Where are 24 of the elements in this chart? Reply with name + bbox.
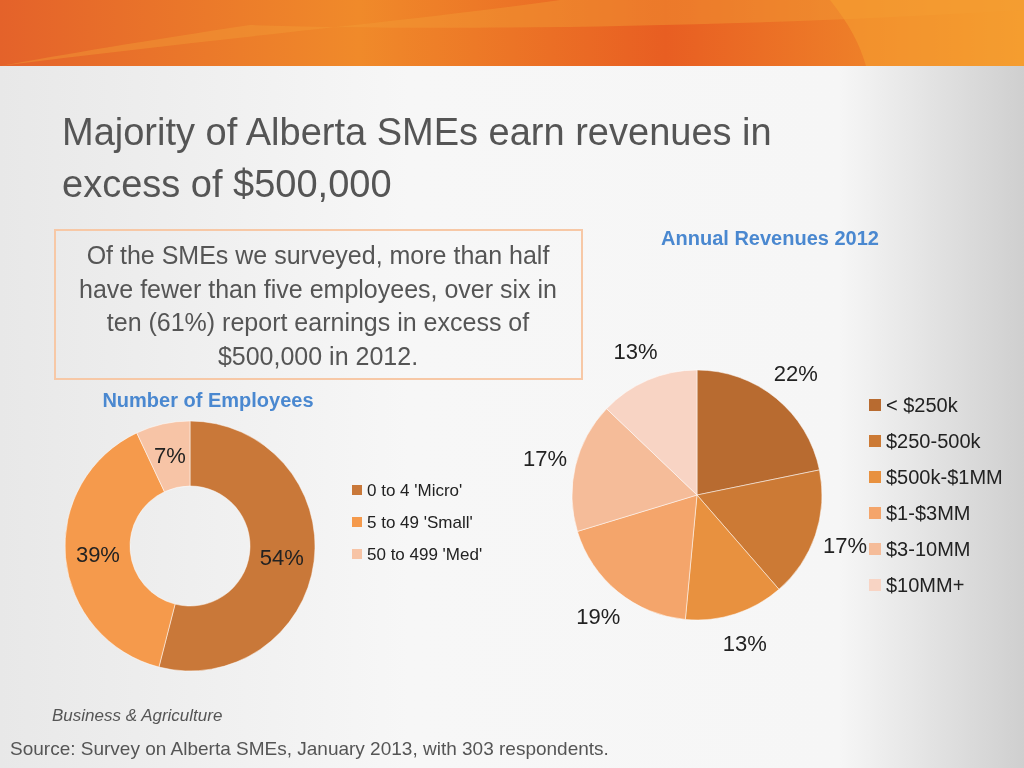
data-label: 17% <box>822 532 868 558</box>
legend-label: < $250k <box>886 394 959 416</box>
data-label: 22% <box>773 361 818 387</box>
text: Of the SMEs we surveyed, more than half have fewer than five employees, over six in ten (61%) report earnings in excess of $500,000 in 2012. <box>78 241 558 370</box>
source-note: Source: Survey on Alberta SMEs, January 2013, with 303 respondents. <box>10 738 609 759</box>
legend-label: $3-10MM <box>886 538 971 560</box>
data-label: 54% <box>259 545 304 571</box>
data-label: 7% <box>153 443 186 469</box>
legend-label: 5 to 49 'Small' <box>367 512 473 532</box>
data-label: 17% <box>522 446 568 472</box>
chart-title: Number of Employees <box>102 389 314 411</box>
legend-label: $500k-$1MM <box>886 466 1003 488</box>
data-label: 13% <box>722 631 767 657</box>
legend-label: $250-500k <box>886 430 982 452</box>
text: Business & Agriculture <box>52 706 223 725</box>
legend-label: 0 to 4 'Micro' <box>367 480 463 500</box>
data-label: 19% <box>576 603 621 629</box>
data-label: 13% <box>613 338 658 364</box>
legend-label: $1-$3MM <box>886 502 971 524</box>
text: Majority of Alberta SMEs earn revenues in excess of $500,000 <box>62 111 772 205</box>
chart-title: Annual Revenues 2012 <box>661 227 879 249</box>
legend-label: 50 to 499 'Med' <box>367 544 483 564</box>
legend-label: $10MM+ <box>886 574 965 596</box>
data-label: 39% <box>75 542 120 568</box>
